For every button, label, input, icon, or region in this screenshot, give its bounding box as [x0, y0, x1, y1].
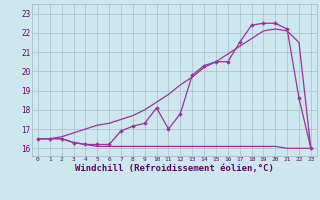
X-axis label: Windchill (Refroidissement éolien,°C): Windchill (Refroidissement éolien,°C): [75, 164, 274, 173]
